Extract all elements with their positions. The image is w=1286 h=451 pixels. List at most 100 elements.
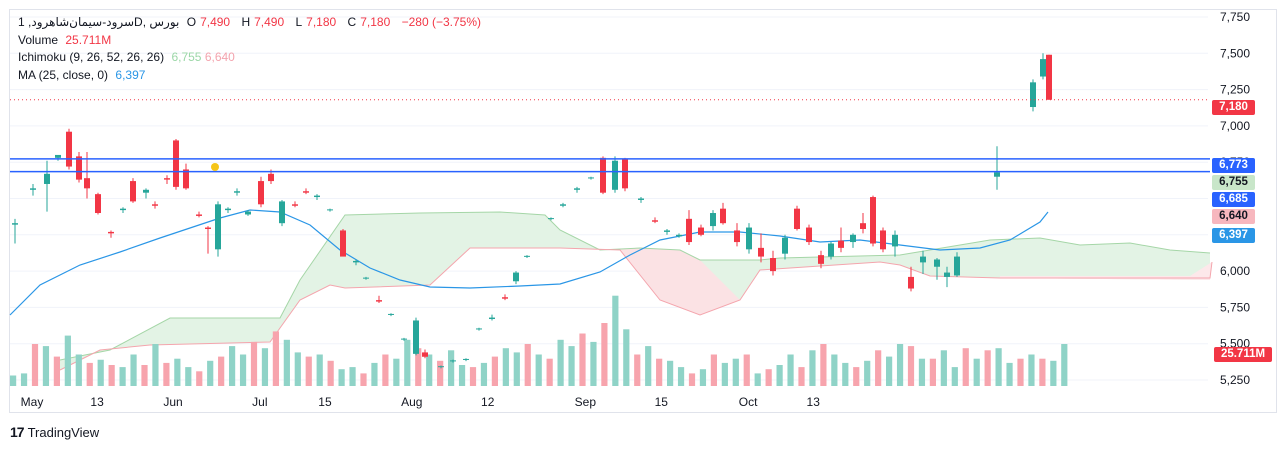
- candle-body: [560, 204, 566, 206]
- legend-ma-row[interactable]: MA (25, close, 0) 6,397: [18, 67, 485, 85]
- candle-body: [376, 300, 382, 302]
- volume-bar: [787, 354, 794, 386]
- volume-bar: [502, 348, 509, 386]
- y-tick-label: 5,250: [1220, 373, 1250, 387]
- volume-bar: [732, 358, 739, 386]
- volume-bar: [218, 356, 225, 386]
- x-tick-label: 12: [481, 395, 495, 409]
- volume-bar: [1028, 354, 1035, 386]
- legend-ma-label: MA (25, close, 0): [18, 67, 109, 82]
- ichimoku-span-a: [59, 211, 1211, 361]
- volume-bar: [20, 373, 28, 386]
- candle-body: [476, 328, 482, 330]
- candle-body: [463, 358, 469, 360]
- legend-volume-value: 25.711M: [65, 32, 112, 47]
- volume-bar: [842, 362, 849, 386]
- y-tick-label: 7,750: [1220, 10, 1250, 24]
- volume-bar: [163, 362, 170, 386]
- volume-bar: [469, 367, 477, 386]
- legend-ichimoku-row[interactable]: Ichimoku (9, 26, 52, 26, 26) 6,755 6,640: [18, 49, 485, 67]
- candle-body: [130, 181, 136, 202]
- legend-symbol-row: سرود-سیمان‌شاهرود, 1D, بورس O 7,490 H 7,49…: [18, 15, 481, 29]
- volume-bar: [513, 352, 520, 386]
- candle-body: [664, 230, 670, 232]
- candle-body: [548, 218, 554, 220]
- volume-bar: [1017, 358, 1024, 386]
- candle-body: [782, 237, 788, 254]
- candle-body: [1030, 82, 1036, 108]
- volume-bar: [250, 341, 258, 386]
- candle-body: [758, 247, 764, 257]
- candle-body: [303, 191, 309, 193]
- volume-bar: [951, 367, 958, 386]
- candle-body: [686, 218, 692, 243]
- candle-body: [794, 208, 800, 229]
- volume-bar: [261, 348, 269, 386]
- y-tick-label: 7,500: [1220, 46, 1250, 60]
- volume-bar: [207, 360, 214, 386]
- candle-body: [120, 208, 126, 211]
- volume-bar: [918, 358, 926, 386]
- candle-body: [76, 156, 82, 180]
- legend-volume-row[interactable]: Volume 25.711M: [18, 32, 485, 50]
- x-tick-label: 15: [655, 395, 669, 409]
- candle-body: [183, 169, 189, 189]
- volume-bar: [820, 344, 827, 386]
- candle-body: [1040, 59, 1046, 77]
- chart-frame[interactable]: [9, 9, 1277, 413]
- volume-bar: [174, 358, 181, 386]
- legend-open: 7,490: [200, 15, 231, 29]
- candle-body: [818, 255, 824, 264]
- volume-bar: [437, 360, 444, 386]
- volume-bar: [31, 344, 39, 386]
- volume-bar: [75, 354, 82, 386]
- brand-name[interactable]: TradingView: [27, 424, 100, 440]
- candle-body: [66, 131, 72, 167]
- x-tick-label: 13: [90, 395, 104, 409]
- candle-body: [258, 181, 264, 205]
- candle-body: [994, 172, 1000, 177]
- volume-bar: [86, 362, 93, 386]
- price-tag: 6,755: [1212, 175, 1255, 190]
- candle-body: [600, 157, 606, 193]
- legend-change: −280 (−3.75%): [401, 15, 481, 29]
- candle-body: [450, 360, 456, 362]
- y-tick-label: 7,250: [1220, 83, 1250, 97]
- volume-bar: [426, 354, 433, 386]
- candle-body: [524, 255, 530, 257]
- volume-bar: [667, 360, 674, 386]
- volume-bar: [754, 373, 761, 386]
- candle-body: [225, 208, 231, 211]
- tradingview-logo-icon[interactable]: 17: [10, 424, 25, 440]
- ichimoku-span-b: [59, 247, 1213, 371]
- volume-bar: [305, 356, 312, 386]
- candle-body: [828, 243, 834, 257]
- volume-bar: [831, 354, 838, 386]
- volume-bar: [568, 346, 575, 386]
- price-tag: 25.711M: [1214, 347, 1272, 362]
- candle-body: [720, 208, 726, 224]
- legend-symbol[interactable]: سرود-سیمان‌شاهرود, 1D, بورس: [18, 15, 180, 29]
- volume-bar: [448, 350, 455, 386]
- legend-ichimoku-a: 6,755: [171, 50, 202, 64]
- candle-body: [84, 178, 90, 189]
- candle-body: [489, 317, 495, 320]
- volume-bar: [10, 375, 17, 386]
- volume-bar: [393, 358, 400, 386]
- volume-bar: [1061, 344, 1068, 386]
- legend-volume-label: Volume: [18, 32, 59, 47]
- candle-body: [401, 338, 407, 340]
- candle-body: [954, 256, 960, 276]
- candle-body: [880, 230, 886, 250]
- candle-body: [353, 260, 359, 263]
- candle-body: [152, 204, 158, 206]
- candle-body: [934, 259, 940, 267]
- candle-body: [234, 191, 240, 193]
- candle-body: [944, 272, 950, 277]
- candle-body: [806, 227, 812, 243]
- volume-bar: [623, 329, 630, 386]
- volume-bar: [929, 358, 936, 386]
- x-tick-label: 13: [807, 395, 821, 409]
- x-tick-label: Sep: [575, 395, 597, 409]
